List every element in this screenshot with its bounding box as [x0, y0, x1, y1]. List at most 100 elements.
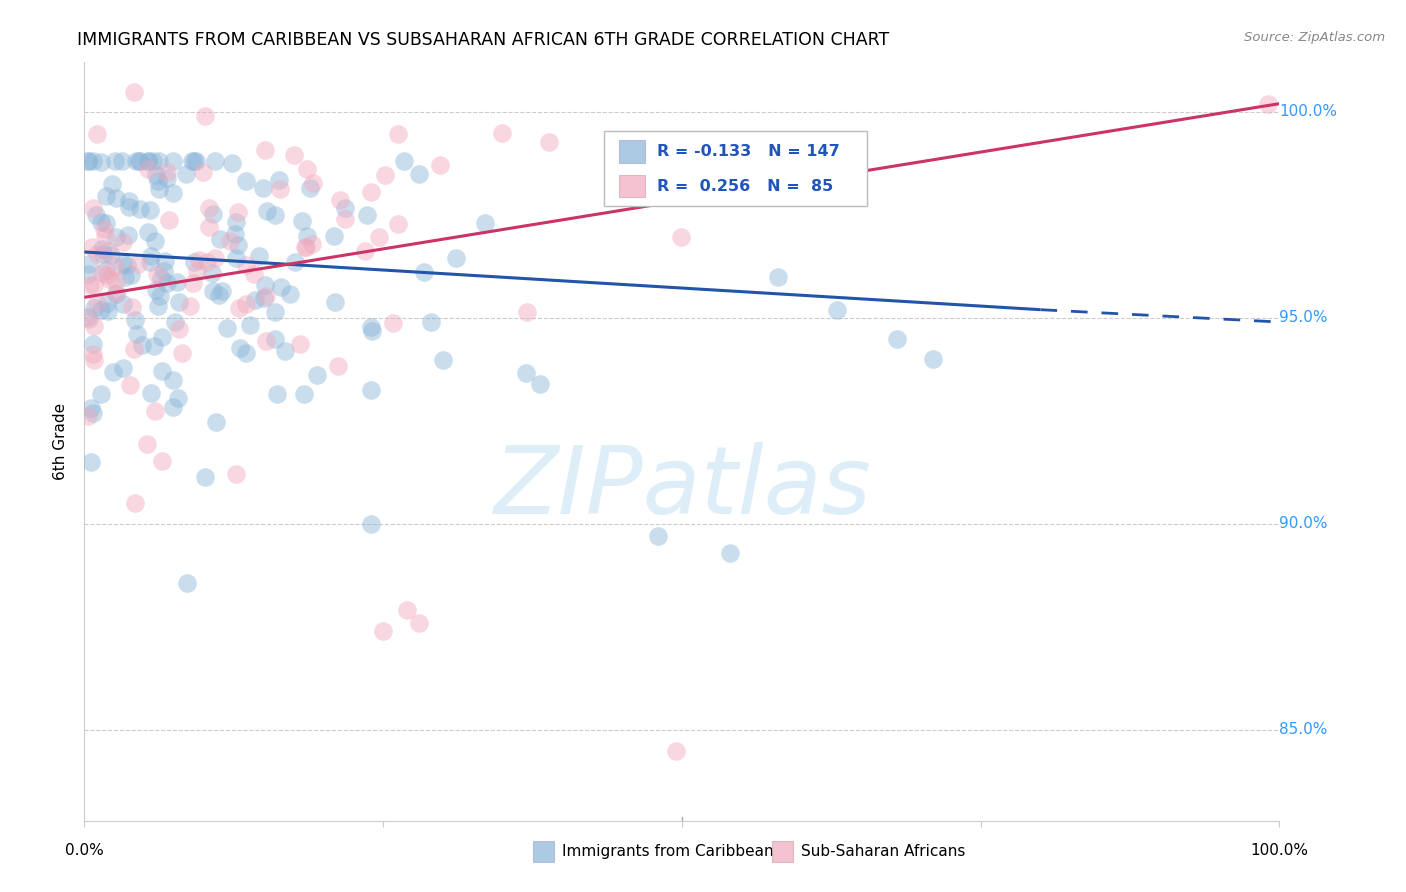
Point: [138, 154, 160, 169]
Point: [82, 201, 104, 215]
Point: [288, 337, 311, 351]
Point: [225, 251, 247, 265]
Text: ZIPatlas: ZIPatlas: [494, 442, 870, 533]
Point: [79, 277, 101, 292]
Point: [153, 254, 176, 268]
Point: [329, 193, 352, 207]
Point: [224, 227, 246, 242]
Point: [79, 257, 101, 271]
Point: [269, 182, 291, 196]
Point: [353, 244, 375, 258]
Point: [77, 267, 100, 281]
Point: [156, 164, 179, 178]
Point: [669, 230, 692, 244]
Point: [186, 154, 208, 169]
Point: [226, 238, 249, 252]
Point: [284, 255, 307, 269]
Point: [84, 208, 107, 222]
Text: 90.0%: 90.0%: [1279, 516, 1327, 532]
Point: [90, 387, 112, 401]
Text: Source: ZipAtlas.com: Source: ZipAtlas.com: [1244, 31, 1385, 45]
Point: [150, 330, 173, 344]
Point: [326, 359, 349, 373]
Point: [256, 203, 278, 218]
Point: [209, 231, 232, 245]
Y-axis label: 6th Grade: 6th Grade: [53, 403, 69, 480]
Point: [111, 257, 134, 271]
Point: [263, 332, 285, 346]
Point: [98, 272, 121, 286]
Point: [665, 743, 688, 757]
Point: [120, 268, 142, 283]
Point: [94, 216, 117, 230]
Point: [96, 263, 118, 277]
Point: [86, 127, 108, 141]
Point: [82, 346, 104, 360]
Point: [86, 247, 108, 261]
Point: [247, 249, 270, 263]
Point: [298, 180, 321, 194]
Point: [86, 296, 108, 310]
Point: [335, 211, 357, 226]
Point: [112, 235, 135, 249]
Point: [162, 154, 184, 169]
Point: [413, 265, 436, 279]
Point: [80, 401, 103, 415]
Point: [201, 207, 224, 221]
Point: [204, 251, 226, 265]
Point: [266, 387, 288, 401]
Point: [124, 496, 146, 510]
Text: R = -0.133   N = 147: R = -0.133 N = 147: [657, 144, 839, 159]
Point: [129, 154, 152, 169]
Bar: [619, 175, 645, 197]
Point: [198, 201, 221, 215]
Point: [201, 266, 224, 280]
Text: IMMIGRANTS FROM CARIBBEAN VS SUBSAHARAN AFRICAN 6TH GRADE CORRELATION CHART: IMMIGRANTS FROM CARIBBEAN VS SUBSAHARAN …: [77, 31, 890, 49]
Point: [229, 341, 252, 355]
Point: [374, 168, 396, 182]
Text: Sub-Saharan Africans: Sub-Saharan Africans: [801, 844, 966, 859]
Point: [922, 352, 945, 367]
Point: [153, 264, 176, 278]
Point: [128, 154, 150, 169]
Point: [124, 313, 146, 327]
Point: [162, 373, 184, 387]
Point: [235, 174, 257, 188]
Point: [368, 230, 391, 244]
Point: [149, 288, 172, 302]
Point: [93, 247, 115, 261]
Point: [305, 368, 328, 383]
Point: [115, 258, 138, 272]
Point: [267, 172, 290, 186]
Point: [139, 386, 162, 401]
Point: [117, 194, 139, 209]
Point: [150, 364, 173, 378]
Point: [169, 295, 191, 310]
Point: [886, 332, 908, 346]
Point: [120, 378, 142, 392]
Point: [228, 301, 250, 315]
Point: [127, 326, 149, 341]
Point: [243, 293, 266, 307]
Point: [323, 295, 346, 310]
Bar: [605, 130, 868, 206]
Point: [166, 275, 188, 289]
Point: [191, 165, 214, 179]
Point: [146, 299, 169, 313]
Point: [295, 240, 318, 254]
Point: [136, 154, 159, 169]
Point: [360, 185, 382, 199]
Point: [97, 303, 120, 318]
Point: [491, 126, 513, 140]
Text: 100.0%: 100.0%: [1250, 844, 1309, 858]
Point: [167, 321, 190, 335]
Point: [394, 154, 416, 169]
Point: [254, 289, 277, 303]
Point: [131, 338, 153, 352]
Point: [138, 254, 160, 268]
Point: [432, 353, 454, 368]
Text: R =  0.256   N =  85: R = 0.256 N = 85: [657, 178, 834, 194]
Point: [205, 415, 228, 429]
Point: [101, 365, 124, 379]
Point: [429, 158, 451, 172]
